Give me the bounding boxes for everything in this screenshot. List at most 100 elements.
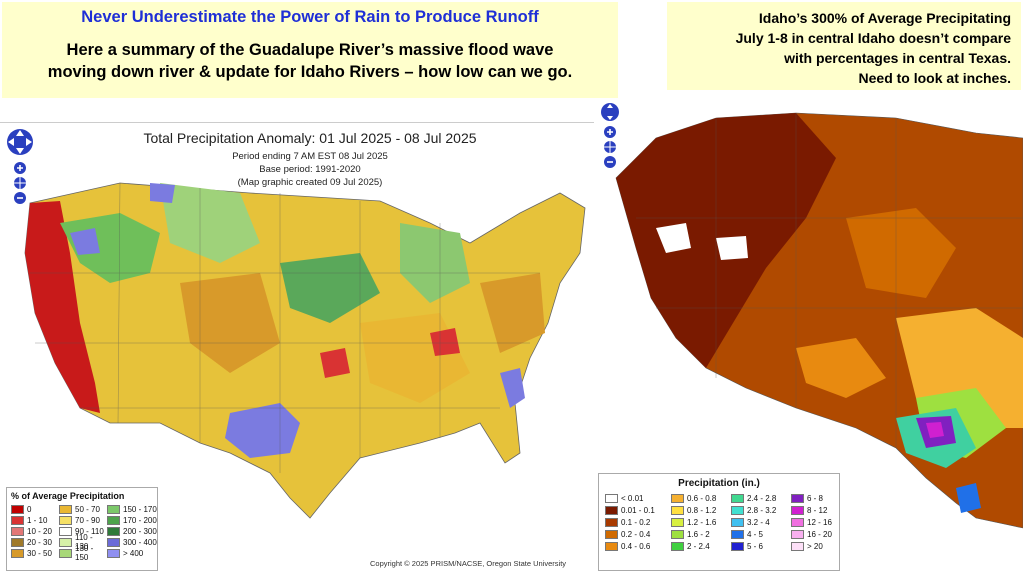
legend-swatch: [731, 529, 744, 539]
legend-label: 5 - 6: [747, 541, 764, 551]
legend-item: 110 - 130: [59, 533, 107, 551]
legend-label: 12 - 16: [807, 517, 832, 527]
legend-swatch: [791, 517, 804, 527]
legend-label: > 400: [123, 548, 144, 558]
legend-label: 1.6 - 2: [687, 529, 710, 539]
legend-swatch: [11, 515, 24, 525]
legend-item: 1 - 10: [11, 515, 59, 525]
legend-label: 110 - 130: [75, 533, 93, 551]
legend-label: 50 - 70: [75, 504, 100, 514]
pan-control-icon[interactable]: [7, 129, 33, 155]
legend-swatch: [671, 517, 684, 527]
legend-item: 170 - 200: [107, 515, 159, 525]
legend-swatch: [605, 541, 618, 551]
headline-title: Never Underestimate the Power of Rain to…: [81, 8, 539, 26]
legend-item: 6 - 8: [791, 493, 841, 503]
legend-swatch: [107, 548, 120, 558]
legend-item: 2 - 2.4: [671, 541, 731, 551]
legend-item: < 0.01: [605, 493, 671, 503]
idaho-note: Idaho’s 300% of Average Precipitating Ju…: [667, 2, 1021, 90]
legend-item: 130 - 150: [59, 544, 107, 562]
legend-item: 1.2 - 1.6: [671, 517, 731, 527]
legend-item: 300 - 400: [107, 537, 159, 547]
legend-label: 4 - 5: [747, 529, 764, 539]
legend-item: 150 - 170: [107, 504, 159, 514]
legend-item: 0.4 - 0.6: [605, 541, 671, 551]
legend-item: 5 - 6: [731, 541, 791, 551]
legend-item: 2.4 - 2.8: [731, 493, 791, 503]
legend-label: > 20: [807, 541, 823, 551]
right-map-nav[interactable]: [600, 100, 620, 170]
legend-swatch: [107, 515, 120, 525]
legend-item: 0.8 - 1.2: [671, 505, 731, 515]
legend-label: 2 - 2.4: [687, 541, 710, 551]
legend-item: 30 - 50: [11, 548, 59, 558]
legend-swatch: [11, 537, 24, 547]
legend-label: 20 - 30: [27, 537, 52, 547]
legend-label: 0.2 - 0.4: [621, 529, 651, 539]
legend-swatch: [731, 517, 744, 527]
legend-label: 8 - 12: [807, 505, 828, 515]
legend-swatch: [605, 517, 618, 527]
legend-label: 6 - 8: [807, 493, 824, 503]
legend-item: 0.01 - 0.1: [605, 505, 671, 515]
legend-swatch: [605, 505, 618, 515]
legend-item: 0: [11, 504, 59, 514]
anomaly-period: Period ending 7 AM EST 08 Jul 2025: [232, 151, 388, 162]
legend-label: 30 - 50: [27, 548, 52, 558]
legend-item: 1.6 - 2: [671, 529, 731, 539]
legend-label: 10 - 20: [27, 526, 52, 536]
anomaly-map-subtitle: Period ending 7 AM EST 08 Jul 2025 Base …: [0, 150, 620, 189]
legend-item: 8 - 12: [791, 505, 841, 515]
legend-swatch: [791, 493, 804, 503]
legend-label: 16 - 20: [807, 529, 832, 539]
legend-item: 20 - 30: [11, 537, 59, 547]
anomaly-base-period: Base period: 1991-2020: [259, 164, 361, 175]
legend-item: > 20: [791, 541, 841, 551]
globe-icon[interactable]: [604, 141, 616, 153]
zoom-out-icon[interactable]: [604, 156, 616, 168]
legend-label: 170 - 200: [123, 515, 157, 525]
legend-swatch: [671, 493, 684, 503]
zoom-out-icon[interactable]: [14, 192, 26, 204]
legend-swatch: [59, 548, 72, 558]
legend-label: 300 - 400: [123, 537, 157, 547]
legend-swatch: [731, 505, 744, 515]
legend-item: 0.2 - 0.4: [605, 529, 671, 539]
legend-item: 70 - 90: [59, 515, 107, 525]
legend-swatch: [59, 504, 72, 514]
legend-swatch: [791, 529, 804, 539]
anomaly-legend: % of Average Precipitation 0 50 - 70 150 -…: [6, 487, 158, 571]
note-line-1: Idaho’s 300% of Average Precipitating: [758, 10, 1011, 26]
globe-icon[interactable]: [14, 177, 26, 189]
legend-label: 0.1 - 0.2: [621, 517, 651, 527]
legend-item: 3.2 - 4: [731, 517, 791, 527]
anomaly-legend-title: % of Average Precipitation: [11, 491, 125, 501]
legend-swatch: [731, 541, 744, 551]
legend-item: 0.6 - 0.8: [671, 493, 731, 503]
legend-swatch: [671, 505, 684, 515]
legend-label: 0: [27, 504, 32, 514]
legend-item: 12 - 16: [791, 517, 841, 527]
subtitle-line-2: moving down river & update for Idaho Riv…: [47, 63, 573, 81]
legend-label: < 0.01: [621, 493, 644, 503]
headline-subtitle: Here a summary of the Guadalupe River’s …: [2, 39, 618, 83]
legend-item: 0.1 - 0.2: [605, 517, 671, 527]
anomaly-map-title: Total Precipitation Anomaly: 01 Jul 2025…: [143, 130, 477, 146]
legend-swatch: [605, 493, 618, 503]
subtitle-line-1: Here a summary of the Guadalupe River’s …: [66, 41, 554, 59]
legend-swatch: [107, 537, 120, 547]
legend-swatch: [671, 529, 684, 539]
legend-label: 0.8 - 1.2: [687, 505, 717, 515]
zoom-in-icon[interactable]: [604, 126, 616, 138]
precipitation-legend: Precipitation (in.) < 0.01 0.6 - 0.8 2.4 -…: [598, 473, 840, 571]
legend-label: 0.6 - 0.8: [687, 493, 717, 503]
legend-swatch: [107, 504, 120, 514]
legend-swatch: [11, 504, 24, 514]
left-map-nav[interactable]: [4, 126, 36, 210]
zoom-in-icon[interactable]: [14, 162, 26, 174]
legend-label: 150 - 170: [123, 504, 157, 514]
pan-control-icon[interactable]: [601, 103, 619, 121]
legend-item: 10 - 20: [11, 526, 59, 536]
legend-label: 0.01 - 0.1: [621, 505, 655, 515]
